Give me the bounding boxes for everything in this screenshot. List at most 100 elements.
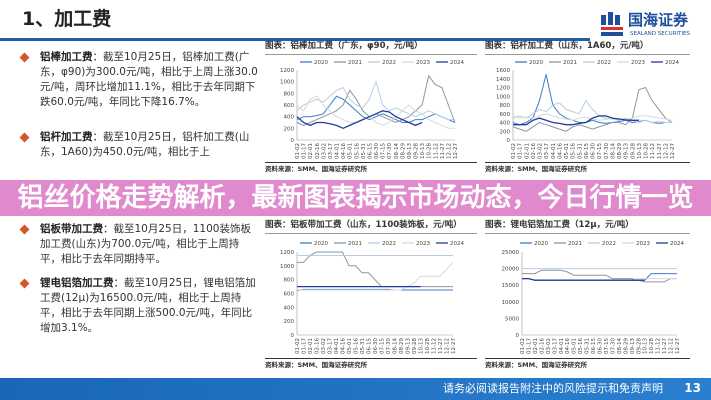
chart-1-x-tick: 10-28 bbox=[427, 143, 433, 159]
chart-2-y-tick: 1400 bbox=[496, 77, 510, 83]
bullet-label: 锂电铝箔加工费 bbox=[40, 277, 114, 289]
chart-2-x-tick: 05-16 bbox=[571, 143, 577, 159]
chart-4-x-tick: 07-30 bbox=[610, 338, 616, 354]
chart-1-y-tick: 1000 bbox=[280, 80, 294, 86]
chart-3-x-tick: 01-02 bbox=[295, 338, 301, 354]
bullet-label: 铝棒加工费 bbox=[40, 51, 93, 63]
chart-4-x-tick: 06-15 bbox=[591, 338, 597, 354]
chart-2-legend-label: 2020 bbox=[529, 60, 543, 66]
chart-2-x-tick: 11-27 bbox=[657, 143, 663, 159]
chart-2-x-tick: 11-12 bbox=[650, 143, 656, 159]
chart-4-x-tick: 09-13 bbox=[630, 338, 636, 354]
chart-1-y-tick: 1200 bbox=[280, 68, 294, 74]
chart-4-y-tick: 20000 bbox=[502, 267, 520, 273]
chart-3-title: 图表：铝板带加工费（山东，1100装饰板，元/吨） bbox=[265, 220, 477, 234]
chart-4-x-tick: 12-27 bbox=[675, 338, 681, 354]
logo-mark-icon bbox=[601, 12, 623, 36]
chart-1-x-tick: 05-01 bbox=[348, 143, 354, 159]
chart-3-x-tick: 11-27 bbox=[438, 338, 444, 354]
chart-4-x-tick: 10-13 bbox=[643, 338, 649, 354]
chart-3-source: 资料来源：SMM、国海证券研究所 bbox=[265, 358, 477, 369]
chart-4-legend-label: 2023 bbox=[636, 241, 650, 247]
chart-2-x-tick: 12-12 bbox=[663, 143, 669, 159]
chart-4-legend-label: 2024 bbox=[670, 241, 684, 247]
chart-2-x-tick: 06-30 bbox=[591, 143, 597, 159]
title-divider bbox=[0, 38, 590, 41]
bullet-aluminum-rod-wire: 铝杆加工费：截至10月25日，铝杆加工费(山东，1A60)为450.0元/吨，相… bbox=[19, 130, 258, 160]
chart-2-x-tick: 03-17 bbox=[544, 143, 550, 159]
chart-1-legend-label: 2020 bbox=[314, 60, 328, 66]
chart-2-x-tick: 05-31 bbox=[577, 143, 583, 159]
bullet-text: ：截至10月25日，1100装饰板加工费(山东)为700.0元/吨，相比于上周持… bbox=[40, 223, 251, 265]
chart-1-x-tick: 11-27 bbox=[440, 143, 446, 159]
chart-1-x-tick: 03-02 bbox=[321, 143, 327, 159]
chart-3-series-2020 bbox=[296, 288, 453, 292]
headline-banner: 铝丝价格走势解析，最新图表揭示市场动态，今日行情一览 bbox=[0, 180, 711, 216]
chart-4-x-tick: 04-16 bbox=[565, 338, 571, 354]
chart-1-title: 图表：铝棒加工费（广东，φ90，元/吨） bbox=[265, 41, 477, 55]
chart-4-x-tick: 11-12 bbox=[656, 338, 662, 354]
chart-2-x-tick: 09-28 bbox=[630, 143, 636, 159]
chart-2-x-tick: 08-29 bbox=[617, 143, 623, 159]
chart-1-legend-label: 2022 bbox=[382, 60, 396, 66]
chart-1-y-tick: 400 bbox=[284, 115, 295, 121]
chart-2-y-tick: 200 bbox=[500, 129, 511, 135]
bullet-label: 铝杆加工费 bbox=[40, 131, 93, 143]
chart-3-x-tick: 06-15 bbox=[367, 338, 373, 354]
chart-1-x-tick: 07-30 bbox=[387, 143, 393, 159]
chart-1-x-tick: 02-16 bbox=[315, 143, 321, 159]
chart-2-x-tick: 02-01 bbox=[524, 143, 530, 159]
chart-2-x-tick: 07-15 bbox=[597, 143, 603, 159]
chart-1-source: 资料来源：SMM、国海证券研究所 bbox=[265, 162, 477, 173]
chart-2-x-tick: 08-14 bbox=[610, 143, 616, 159]
chart-3-x-tick: 02-01 bbox=[308, 338, 314, 354]
chart-4-y-tick: 25000 bbox=[502, 250, 520, 256]
chart-2-x-tick: 03-02 bbox=[538, 143, 544, 159]
chart-3-x-tick: 11-12 bbox=[432, 338, 438, 354]
chart-1-x-tick: 02-01 bbox=[308, 143, 314, 159]
chart-3-series-2023 bbox=[297, 262, 454, 291]
chart-2-y-tick: 1200 bbox=[496, 86, 510, 92]
footer-bar: 请务必阅读报告附注中的风险提示和免责声明 13 bbox=[0, 378, 711, 400]
chart-4-y-tick: 5000 bbox=[505, 316, 519, 322]
chart-2-x-tick: 01-02 bbox=[511, 143, 517, 159]
chart-4-y-tick: 15000 bbox=[502, 283, 520, 289]
chart-3-y-tick: 1000 bbox=[280, 264, 294, 270]
bullet-aluminum-rod: 铝棒加工费：截至10月25日，铝棒加工费(广东，φ90)为300.0元/吨，相比… bbox=[19, 50, 258, 110]
chart-3-y-tick: 1200 bbox=[280, 250, 294, 256]
chart-3-x-tick: 03-17 bbox=[328, 338, 334, 354]
chart-2-source: 资料来源：SMM、国海证券研究所 bbox=[485, 162, 690, 173]
chart-1-x-tick: 12-12 bbox=[446, 143, 452, 159]
chart-4-x-tick: 01-17 bbox=[526, 338, 532, 354]
chart-1-legend-label: 2024 bbox=[450, 60, 464, 66]
chart-4-series-2021 bbox=[522, 269, 677, 283]
chart-1-x-tick: 08-29 bbox=[400, 143, 406, 159]
chart-2-series-2023 bbox=[512, 113, 673, 121]
chart-3-x-tick: 08-14 bbox=[393, 338, 399, 354]
chart-3-x-tick: 08-29 bbox=[399, 338, 405, 354]
chart-3-x-tick: 02-16 bbox=[315, 338, 321, 354]
chart-2-series-2022 bbox=[512, 99, 672, 124]
chart-1-x-tick: 04-16 bbox=[341, 143, 347, 159]
chart-4-x-tick: 03-17 bbox=[552, 338, 558, 354]
page-number: 13 bbox=[684, 381, 701, 395]
chart-1-x-tick: 03-17 bbox=[328, 143, 334, 159]
chart-3-x-tick: 10-13 bbox=[419, 338, 425, 354]
chart-4-x-tick: 12-12 bbox=[669, 338, 675, 354]
chart-4-x-tick: 01-02 bbox=[520, 338, 526, 354]
chart-3-legend-label: 2021 bbox=[348, 241, 362, 247]
chart-3-x-tick: 05-31 bbox=[360, 338, 366, 354]
chart-4-x-tick: 10-28 bbox=[649, 338, 655, 354]
chart-2-x-tick: 02-16 bbox=[531, 143, 537, 159]
chart-2-y-tick: 0 bbox=[507, 138, 511, 144]
chart-3-x-tick: 04-16 bbox=[341, 338, 347, 354]
sealand-logo: 国海证券 SEALAND SECURITIES bbox=[600, 10, 705, 42]
chart-4-x-tick: 07-15 bbox=[604, 338, 610, 354]
chart-3-x-tick: 06-30 bbox=[373, 338, 379, 354]
chart-1-series-2022 bbox=[296, 80, 455, 121]
chart-3-x-tick: 12-27 bbox=[451, 338, 457, 354]
chart-2-x-tick: 05-01 bbox=[564, 143, 570, 159]
chart-4-x-tick: 09-28 bbox=[636, 338, 642, 354]
chart-1-x-tick: 08-14 bbox=[394, 143, 400, 159]
